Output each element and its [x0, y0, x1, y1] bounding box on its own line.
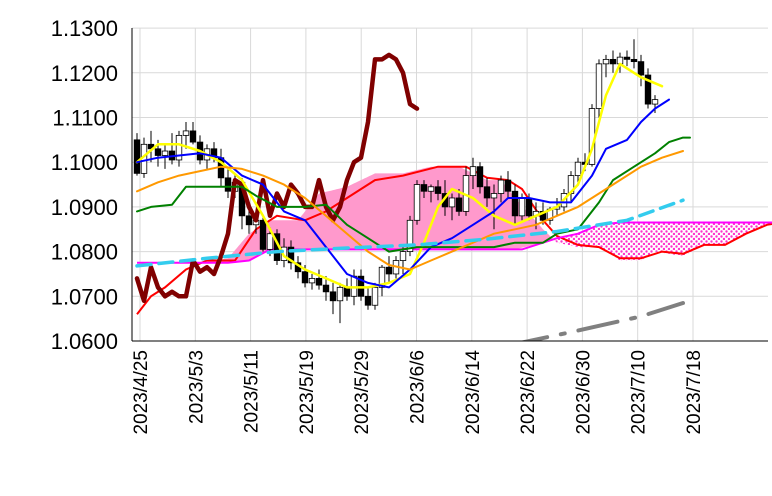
candle-body: [651, 99, 659, 105]
candle-body: [630, 58, 638, 63]
candle-body: [455, 197, 463, 212]
y-tick-label: 1.0600: [51, 329, 118, 354]
candle-body: [245, 215, 253, 226]
indicator-line: [134, 52, 420, 304]
y-tick-label: 1.1100: [52, 106, 118, 131]
candle-body: [511, 190, 519, 217]
x-axis: 2023/4/25 2023/5/3 2023/5/11 2023/5/19 2023/…: [131, 350, 705, 435]
indicator-line: [135, 198, 685, 268]
indicator-line: [136, 98, 670, 289]
x-tick-label: 2023/7/10: [629, 350, 650, 435]
candle-body: [315, 278, 323, 286]
candle-body: [259, 219, 267, 250]
candle-body: [161, 150, 169, 156]
candle-body: [329, 291, 337, 302]
y-tick-label: 1.0900: [51, 195, 118, 220]
candle-body: [518, 197, 526, 217]
candle-body: [539, 210, 547, 221]
candle-body: [490, 193, 498, 199]
candle-body: [602, 58, 610, 65]
candle-body: [574, 161, 582, 177]
candle-body: [378, 266, 386, 288]
lines-layer: [134, 52, 691, 341]
y-tick-label: 1.1000: [51, 150, 118, 175]
candle-body: [308, 278, 316, 284]
candle-body: [483, 186, 491, 199]
candle-body: [182, 130, 190, 136]
y-tick-label: 1.1200: [51, 61, 118, 86]
candle-body: [406, 219, 414, 252]
x-tick-label: 2023/5/29: [352, 350, 373, 435]
x-tick-label: 2023/6/22: [518, 350, 539, 435]
candle-body: [224, 177, 232, 192]
candle-body: [469, 166, 477, 177]
x-tick-label: 2023/5/3: [186, 350, 207, 424]
candle-body: [189, 130, 197, 143]
candle-body: [623, 56, 631, 60]
y-axis: 1.0600 1.0700 1.0800 1.0900 1.1000 1.1100 1.12…: [51, 16, 768, 354]
x-tick-label: 2023/6/6: [408, 350, 429, 424]
candle-body: [343, 286, 351, 297]
candle-body: [448, 197, 456, 208]
candle-body: [420, 184, 428, 192]
candle-body: [644, 74, 652, 105]
indicator-line: [136, 136, 691, 253]
candle-body: [497, 179, 505, 194]
candle-body: [434, 186, 442, 194]
candle-body: [301, 271, 309, 284]
indicator-line: [519, 301, 685, 341]
x-tick-label: 2023/5/11: [242, 350, 263, 433]
candle-body: [322, 284, 330, 293]
candle-body: [413, 184, 421, 221]
candle-body: [476, 166, 484, 188]
indicator-line: [135, 62, 664, 289]
candle-body: [287, 246, 295, 264]
cloud-region: [555, 222, 772, 261]
candle-body: [525, 197, 533, 217]
candle-body: [609, 58, 617, 65]
y-tick-label: 1.0700: [51, 284, 118, 309]
x-tick-label: 2023/6/14: [463, 350, 484, 435]
candle-body: [637, 61, 645, 76]
indicator-line: [136, 150, 684, 271]
candle-body: [371, 286, 379, 306]
x-tick-label: 2023/5/19: [297, 350, 318, 435]
candle-body: [175, 134, 183, 161]
candle-body: [595, 63, 603, 109]
candle-body: [385, 266, 393, 275]
y-tick-label: 1.0800: [51, 240, 118, 265]
x-tick-label: 2023/6/30: [573, 350, 594, 435]
y-tick-label: 1.1300: [51, 16, 118, 41]
cloud-span-line: [136, 165, 772, 315]
candle-body: [154, 148, 162, 156]
candle-body: [336, 286, 344, 302]
x-tick-label: 2023/7/18: [684, 350, 705, 435]
candle-body: [427, 186, 435, 192]
candle-body: [504, 179, 512, 192]
candle-body: [266, 233, 274, 250]
candle-body: [399, 251, 407, 261]
candle-body: [133, 139, 141, 174]
x-tick-label: 2023/4/25: [131, 350, 152, 435]
candle-body: [364, 295, 372, 306]
